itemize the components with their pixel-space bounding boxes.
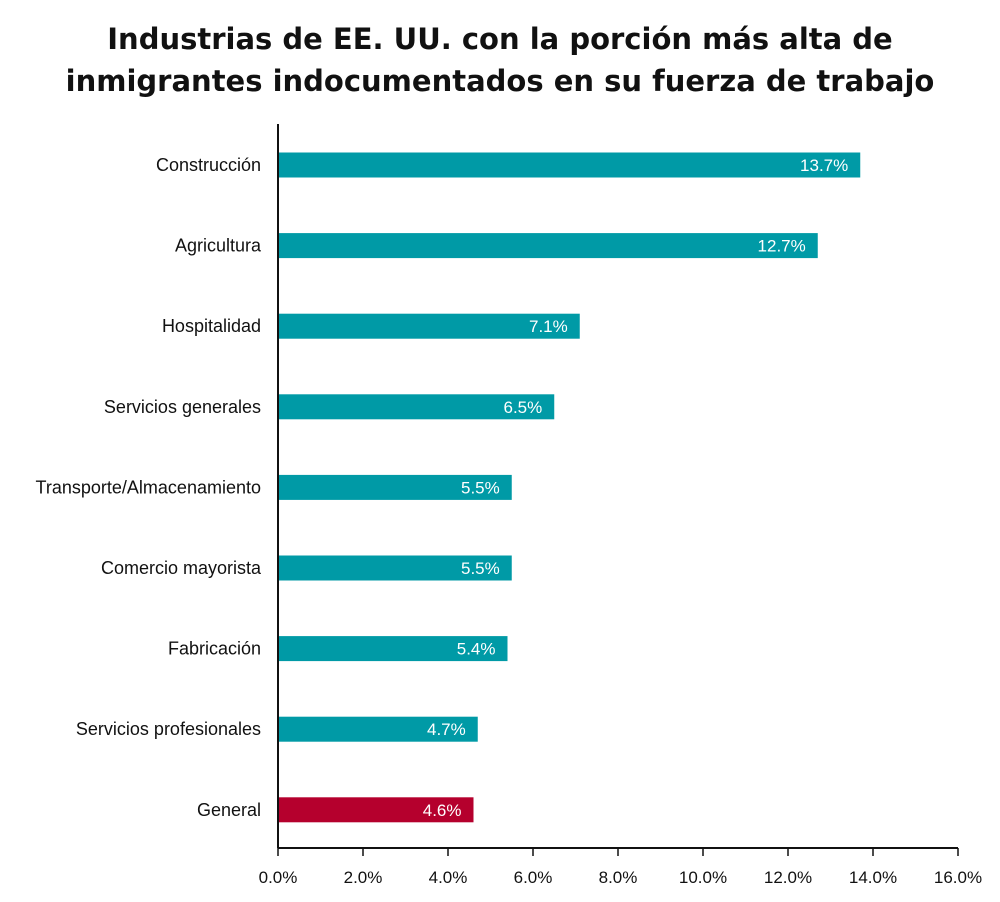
bar (278, 797, 474, 823)
category-label: Fabricación (168, 639, 261, 659)
bar (278, 233, 818, 259)
value-label: 6.5% (504, 398, 543, 417)
bar (278, 555, 512, 581)
value-label: 13.7% (800, 156, 848, 175)
bar (278, 474, 512, 500)
value-label: 5.4% (457, 640, 496, 659)
value-label: 7.1% (529, 317, 568, 336)
x-tick-label: 8.0% (599, 868, 638, 887)
category-label: Transporte/Almacenamiento (36, 477, 261, 497)
bar (278, 152, 861, 178)
x-tick-label: 2.0% (344, 868, 383, 887)
x-tick-label: 16.0% (934, 868, 982, 887)
x-tick-label: 10.0% (679, 868, 727, 887)
chart-title-line-2: inmigrantes indocumentados en su fuerza … (65, 64, 935, 98)
bar (278, 394, 555, 420)
category-label: Comercio mayorista (101, 558, 262, 578)
chart-title-line-1: Industrias de EE. UU. con la porción más… (107, 22, 893, 56)
x-tick-label: 12.0% (764, 868, 812, 887)
x-tick-label: 6.0% (514, 868, 553, 887)
value-label: 4.6% (423, 801, 462, 820)
x-tick-label: 14.0% (849, 868, 897, 887)
category-label: Hospitalidad (162, 316, 261, 336)
chart-title: Industrias de EE. UU. con la porción más… (0, 18, 1000, 102)
category-label: Construcción (156, 155, 261, 175)
category-label: Servicios profesionales (76, 719, 261, 739)
value-label: 5.5% (461, 478, 500, 497)
category-label: General (197, 800, 261, 820)
bar (278, 313, 580, 339)
value-label: 4.7% (427, 720, 466, 739)
value-label: 5.5% (461, 559, 500, 578)
bar (278, 636, 508, 662)
x-tick-label: 0.0% (259, 868, 298, 887)
category-label: Agricultura (175, 236, 262, 256)
bar (278, 716, 478, 742)
x-tick-label: 4.0% (429, 868, 468, 887)
category-label: Servicios generales (104, 397, 261, 417)
value-label: 12.7% (758, 237, 806, 256)
